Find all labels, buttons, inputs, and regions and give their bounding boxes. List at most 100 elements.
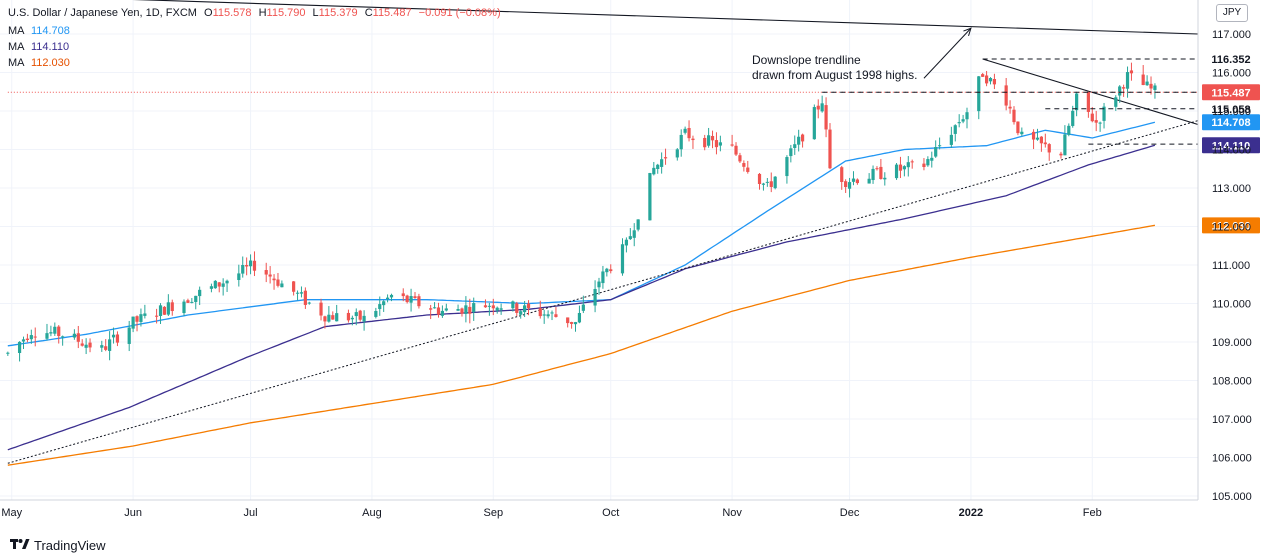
candle-body	[957, 122, 961, 124]
candle-body	[1039, 136, 1043, 144]
candle-body	[468, 306, 472, 314]
candle-body	[1145, 81, 1149, 86]
candle-body	[855, 179, 859, 184]
price-axis[interactable]: 105.000 106.000 107.000 108.000 109.000 110.0…	[1197, 0, 1252, 503]
change-value: −0.091 (−0.08%)	[418, 7, 501, 19]
ma-value: 114.110	[30, 41, 70, 53]
candle-body	[57, 326, 61, 337]
candle-body	[155, 315, 159, 317]
candle-body	[158, 305, 163, 317]
candle-body	[816, 105, 820, 110]
candle-body	[875, 168, 879, 170]
trendline-1	[132, 0, 1199, 35]
y-tick-label: 114.000	[1212, 145, 1251, 157]
candle-body	[1122, 87, 1126, 89]
candle-body	[323, 316, 327, 322]
candle-body	[80, 343, 84, 346]
candle-body	[88, 342, 92, 348]
candle-body	[577, 312, 582, 323]
candle-body	[851, 178, 856, 182]
candle-body	[1098, 122, 1102, 124]
candle-body	[21, 339, 26, 342]
trendline-3	[7, 120, 1199, 464]
candle-body	[1059, 153, 1063, 156]
symbol-legend[interactable]: U.S. Dollar / Japanese Yen, 1D, FXCM O11…	[8, 6, 501, 20]
candle-body	[143, 313, 147, 316]
candle-body	[898, 164, 903, 171]
close-label: C	[364, 7, 373, 19]
candle-body	[1004, 85, 1008, 106]
currency-button[interactable]: JPY	[1216, 4, 1248, 22]
candle-body	[237, 273, 241, 281]
candle-body	[1090, 113, 1094, 122]
candle-body	[1020, 131, 1024, 135]
candle-body	[734, 145, 738, 155]
x-tick-label: Dec	[840, 507, 860, 519]
candle-body	[1118, 86, 1122, 96]
candle-body	[703, 137, 707, 148]
candle-body	[660, 159, 664, 167]
candle-body	[523, 305, 527, 313]
candle-body	[33, 336, 37, 338]
x-tick-label: Aug	[362, 507, 382, 519]
candle-body	[331, 315, 335, 320]
candle-body	[938, 145, 942, 147]
candle-body	[491, 305, 495, 309]
candle-body	[1016, 121, 1020, 134]
ma-legend-1[interactable]: MA 114.708	[8, 24, 70, 38]
price-label: 115.487	[1211, 87, 1250, 99]
candle-body	[652, 167, 656, 175]
candle-body	[550, 312, 554, 314]
candle-body	[789, 148, 793, 157]
candle-body	[730, 144, 734, 146]
price-label-bg	[1202, 114, 1260, 131]
candle-body	[867, 178, 871, 184]
candle-body	[581, 304, 585, 311]
candle-body	[569, 322, 574, 324]
price-label-bg	[1202, 50, 1260, 67]
candle-body	[632, 230, 636, 238]
price-label: 116.352	[1211, 54, 1250, 66]
candle-body	[910, 161, 914, 163]
candle-body	[824, 105, 828, 130]
candle-body	[319, 302, 323, 316]
candle-body	[773, 176, 777, 189]
candle-body	[1094, 120, 1098, 123]
time-axis[interactable]: May Jun Jul Aug Sep Oct Nov Dec 2022 Feb	[0, 499, 1198, 519]
candle-body	[131, 316, 135, 329]
candle-body	[1141, 74, 1145, 86]
candle-body	[1043, 142, 1047, 145]
ma-legend-2[interactable]: MA 114.110	[8, 40, 69, 54]
tradingview-brand[interactable]: TradingView	[10, 538, 106, 553]
candle-body	[761, 183, 766, 185]
candle-body	[926, 159, 930, 166]
ma-line-2	[7, 144, 1156, 451]
candle-body	[108, 339, 112, 351]
candle-body	[546, 314, 550, 317]
candle-body	[648, 173, 652, 221]
price-label: 112.030	[1211, 220, 1250, 232]
price-label-bg	[1202, 84, 1260, 101]
candle-body	[1114, 97, 1118, 107]
candle-body	[554, 314, 558, 317]
candle-body	[628, 236, 632, 240]
candle-body	[965, 112, 969, 120]
candle-body	[820, 103, 824, 112]
candle-body	[636, 219, 640, 230]
candle-body	[248, 260, 253, 267]
candle-body	[25, 338, 30, 341]
candle-body	[350, 317, 354, 320]
ma-line-1	[7, 121, 1156, 347]
candle-body	[879, 166, 883, 179]
y-tick-label: 110.000	[1212, 299, 1251, 311]
ma-legend-3[interactable]: MA 112.030	[8, 56, 70, 70]
open-label: O	[204, 7, 213, 19]
candle-body	[166, 302, 170, 315]
candle-body	[382, 301, 386, 306]
candle-body	[84, 344, 88, 348]
candle-body	[17, 341, 22, 353]
candle-body	[988, 78, 993, 82]
candle-body	[542, 314, 546, 316]
candle-body	[354, 312, 358, 317]
